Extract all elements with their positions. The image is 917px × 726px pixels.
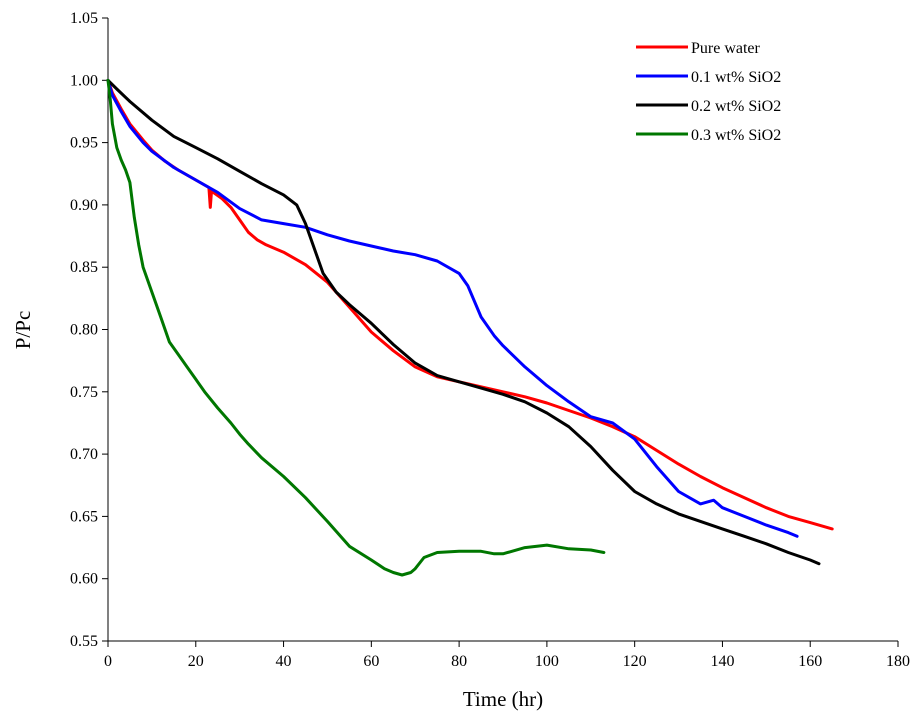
y-tick-label: 0.75: [70, 384, 98, 401]
x-tick-label: 40: [276, 653, 292, 670]
y-axis-title: P/Pc: [11, 311, 35, 350]
x-tick-label: 180: [886, 653, 910, 670]
y-tick-label: 0.70: [70, 446, 98, 463]
x-tick-label: 120: [623, 653, 647, 670]
y-tick-label: 0.55: [70, 633, 98, 650]
x-tick-label: 160: [798, 653, 822, 670]
legend-label: 0.1 wt% SiO2: [691, 69, 781, 86]
series-line-0-3-wt-sio2: [106, 78, 606, 577]
legend: Pure water 0.1 wt% SiO2 0.2 wt% SiO2 0.3 wt…: [636, 40, 781, 144]
y-tick-label: 0.60: [70, 571, 98, 588]
y-tick-label: 0.85: [70, 259, 98, 276]
series-line-0-1-wt-sio2: [106, 78, 799, 538]
x-axis-title: Time (hr): [463, 687, 543, 711]
series-layer: [106, 78, 834, 577]
y-tick-label: 0.95: [70, 135, 98, 152]
x-tick-label: 140: [710, 653, 734, 670]
x-tick-label: 100: [535, 653, 559, 670]
x-tick-label: 0: [104, 653, 112, 670]
x-tick-label: 20: [188, 653, 204, 670]
x-ticks: 0 20 40 60 80 100 120 140 160 180: [104, 641, 910, 670]
series-line-0-2-wt-sio2: [106, 78, 821, 566]
legend-label: 0.3 wt% SiO2: [691, 127, 781, 144]
y-tick-label: 0.90: [70, 197, 98, 214]
y-tick-label: 0.65: [70, 508, 98, 525]
y-tick-label: 0.80: [70, 322, 98, 339]
x-tick-label: 80: [451, 653, 467, 670]
legend-label: Pure water: [691, 40, 761, 57]
y-ticks: 0.55 0.60 0.65 0.70 0.75 0.80 0.85 0.90 0.95 1.00…: [70, 10, 108, 650]
legend-label: 0.2 wt% SiO2: [691, 98, 781, 115]
y-tick-label: 1.00: [70, 72, 98, 89]
series-line-pure-water: [106, 78, 834, 531]
y-tick-label: 1.05: [70, 10, 98, 27]
x-tick-label: 60: [363, 653, 379, 670]
